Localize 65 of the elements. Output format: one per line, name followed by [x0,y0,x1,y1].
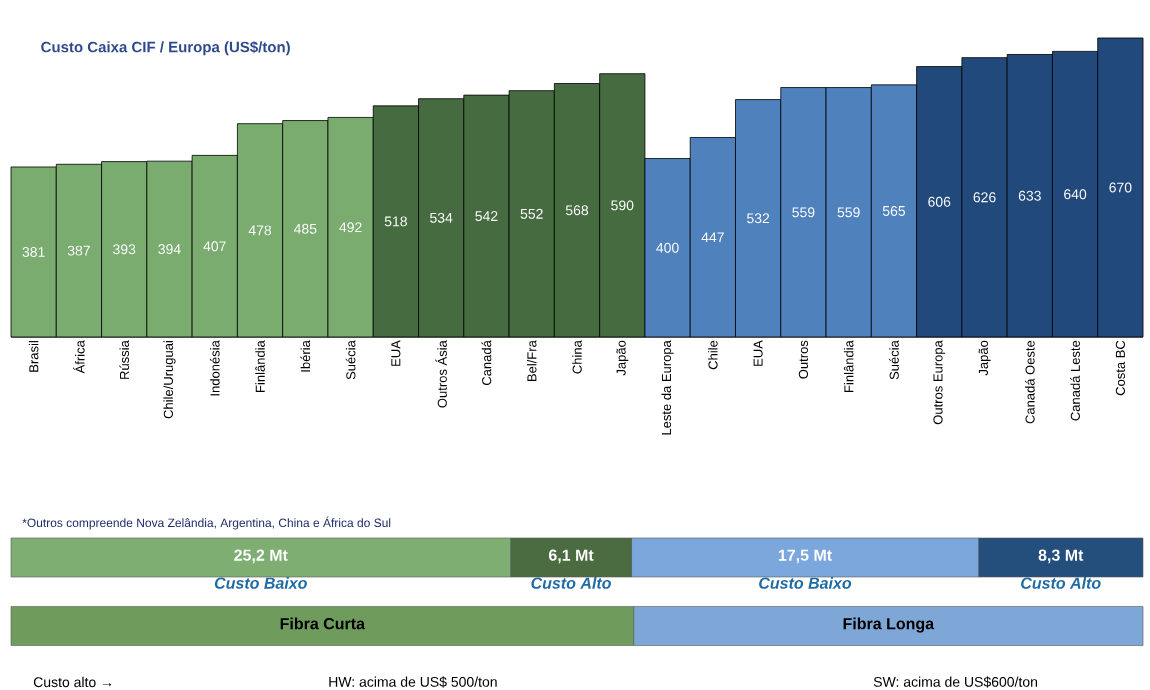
data-label: 400 [656,242,679,253]
data-label: 407 [203,241,226,252]
data-label: 670 [1109,182,1132,193]
data-label: 8,3 Mt [1038,549,1084,564]
x-tick-label: Bel/Fra [526,340,537,382]
data-label: 559 [792,207,815,218]
x-tick-label: Canadá Oeste [1024,340,1035,424]
data-label: 447 [701,232,724,243]
x-tick-label: Chile/Uruguai [163,341,176,419]
x-tick-label: Canadá Leste [1070,340,1080,421]
x-tick-label: Finlândia [255,340,265,392]
x-tick-label: Ibéria [300,340,311,372]
series-label: Fibra Curta [280,617,366,630]
x-tick-label: Suécia [889,340,899,380]
data-label: 606 [928,196,951,207]
data-label: 393 [113,244,136,255]
data-label: 626 [973,192,996,203]
x-tick-label: Outros Europa [933,340,946,425]
series-label: Fibra Longa [843,617,935,633]
x-tick-label: Indonésia [209,340,220,396]
data-label: 568 [565,205,589,216]
x-tick-label: Suécia [345,340,356,380]
text: *Outros compreende Nova Zelândia, Argentina, China e África do Sul [22,516,391,530]
x-tick-label: EUA [753,340,763,366]
series-label: Custo Alto [531,577,611,589]
data-label: 534 [430,212,453,223]
data-label: 552 [520,208,543,219]
text: Custo alto → [33,676,112,688]
data-label: 394 [158,244,181,255]
x-tick-label: África [73,340,85,374]
chart-title: Custo Caixa CIF / Europa (US$/ton) [41,41,290,56]
series-label: Custo Baixo [759,577,852,589]
data-label: 25,2 Mt [234,549,288,564]
x-tick-label: Finlândia [843,340,854,392]
data-label: 633 [1018,190,1041,201]
x-tick-label: China [572,340,582,374]
text: SW: acima de US$600/ton [873,676,1037,688]
data-label: 6,1 Mt [548,549,594,564]
x-tick-label: Chile [708,340,718,370]
x-tick-label: Costa BC [1115,340,1125,396]
data-label: 542 [475,211,498,222]
data-label: 17,5 Mt [778,549,832,564]
data-label: 518 [384,216,407,227]
text: HW: acima de US$ 500/ton [329,676,497,688]
x-tick-label: Outros [798,340,809,379]
data-label: 485 [293,223,317,234]
x-tick-label: EUA [391,340,401,366]
data-label: 532 [747,213,770,224]
x-tick-label: Rússia [119,340,130,379]
x-tick-label: Brasil [28,341,39,372]
series-label: Custo Baixo [214,577,307,589]
x-tick-label: Outros Ásia [435,340,447,408]
data-label: 381 [22,247,45,257]
data-label: 565 [882,205,906,216]
data-label: 559 [837,207,860,218]
data-label: 478 [248,225,272,236]
x-tick-label: Leste da Europa [661,340,674,435]
x-tick-label: Japão [978,340,991,376]
x-tick-label: Japão [616,340,629,376]
data-label: 387 [67,245,90,256]
series-label: Custo Alto [1021,577,1101,589]
data-label: 640 [1064,189,1087,200]
data-label: 492 [339,222,362,233]
x-tick-label: Canadá [481,340,492,386]
data-label: 590 [611,200,634,211]
